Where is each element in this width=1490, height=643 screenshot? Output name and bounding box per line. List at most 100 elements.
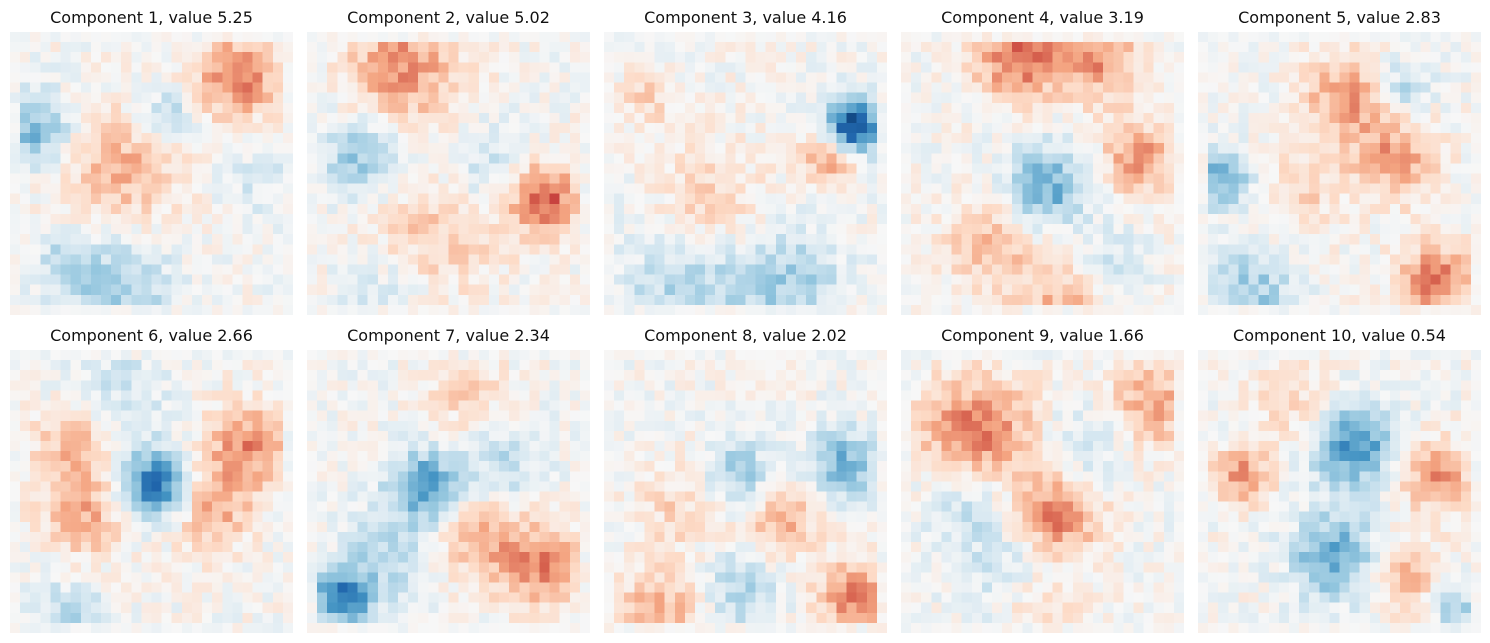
heatmap-cell [367, 370, 379, 381]
heatmap-cell [1258, 102, 1270, 114]
heatmap-cell [327, 244, 338, 255]
heatmap-cell [60, 254, 72, 266]
heatmap-cell [529, 133, 541, 144]
heatmap-cell [1369, 284, 1381, 296]
heatmap-cell [1123, 183, 1135, 195]
heatmap-cell [367, 360, 379, 371]
heatmap-cell [1153, 173, 1165, 185]
heatmap-cell [1022, 42, 1033, 53]
heatmap-cell [1143, 284, 1155, 296]
heatmap-cell [614, 153, 625, 164]
heatmap-cell [1173, 143, 1184, 154]
heatmap-cell [282, 163, 293, 175]
heatmap-cell [1082, 203, 1094, 215]
heatmap-cell [131, 82, 142, 94]
heatmap-cell [367, 72, 379, 84]
heatmap-cell [1052, 82, 1064, 94]
heatmap-cell [614, 52, 625, 63]
heatmap-cell [1173, 234, 1184, 245]
heatmap-cell [121, 602, 132, 614]
heatmap-cell [519, 274, 530, 286]
heatmap-cell [428, 420, 439, 432]
heatmap-cell [408, 133, 419, 144]
heatmap-cell [745, 173, 757, 185]
heatmap-cell [1062, 143, 1074, 154]
heatmap-cell [1072, 304, 1084, 315]
heatmap-cell [1329, 244, 1341, 255]
heatmap-cell [317, 284, 328, 296]
heatmap-cell [876, 153, 887, 164]
heatmap-cell [1319, 112, 1330, 124]
heatmap-cell [282, 521, 293, 533]
heatmap-cell [191, 32, 203, 43]
heatmap-cell [735, 32, 747, 43]
heatmap-cell [20, 92, 31, 104]
heatmap-cell [1278, 112, 1290, 124]
heatmap-cell [806, 122, 817, 134]
heatmap-cell [1228, 143, 1240, 154]
heatmap-cell [100, 350, 112, 361]
heatmap-cell [307, 143, 318, 154]
heatmap-cell [307, 72, 318, 84]
heatmap-cell [408, 203, 419, 215]
heatmap-cell [262, 112, 274, 124]
heatmap-cell [1359, 234, 1371, 245]
heatmap-cell [141, 572, 153, 584]
heatmap-cell [1369, 102, 1381, 114]
heatmap-cell [387, 32, 399, 43]
heatmap-cell [921, 32, 932, 43]
heatmap-cell [202, 471, 213, 482]
heatmap-cell [1288, 193, 1300, 205]
heatmap-cell [272, 304, 284, 315]
heatmap-cell [428, 62, 439, 74]
heatmap-cell [951, 234, 963, 245]
heatmap-cell [765, 133, 777, 144]
heatmap-cell [50, 612, 62, 624]
heatmap-cell [796, 42, 807, 53]
heatmap-cell [1062, 274, 1074, 286]
heatmap-cell [40, 360, 52, 371]
heatmap-cell [327, 380, 338, 392]
heatmap-cell [931, 224, 943, 235]
heatmap-cell [911, 234, 922, 245]
heatmap-cell [171, 440, 183, 452]
heatmap-cell [951, 32, 963, 43]
heatmap-cell [1133, 234, 1145, 245]
heatmap-cell [90, 360, 102, 371]
heatmap-cell [20, 234, 31, 245]
heatmap-cell [569, 102, 581, 114]
heatmap-cell [357, 224, 369, 235]
heatmap-cell [171, 274, 183, 286]
heatmap-cell [654, 52, 666, 63]
heatmap-cell [674, 122, 686, 134]
heatmap-cell [181, 390, 193, 402]
heatmap-cell [307, 52, 318, 63]
heatmap-cell [272, 173, 284, 185]
heatmap-cell [70, 542, 82, 553]
heatmap-cell [282, 213, 293, 225]
heatmap-cell [1420, 133, 1432, 144]
heatmap-cell [1032, 264, 1044, 276]
heatmap-cell [1208, 193, 1219, 205]
heatmap-cell [694, 294, 706, 306]
heatmap-cell [212, 491, 223, 503]
heatmap-cell [816, 42, 827, 53]
heatmap-cell [549, 264, 561, 276]
heatmap-cell [1319, 193, 1330, 205]
heatmap-cell [765, 42, 777, 53]
heatmap-cell [1042, 183, 1054, 195]
heatmap-cell [121, 264, 132, 276]
heatmap-cell [1248, 72, 1260, 84]
heatmap-cell [141, 62, 153, 74]
heatmap-cell [100, 420, 112, 432]
heatmap-cell [674, 234, 686, 245]
heatmap-cell [357, 112, 369, 124]
heatmap-cell [151, 360, 163, 371]
heatmap-cell [1123, 143, 1135, 154]
heatmap-cell [644, 72, 656, 84]
heatmap-cell [1319, 294, 1330, 306]
heatmap-cell [317, 153, 328, 164]
heatmap-cell [644, 264, 656, 276]
heatmap-cell [222, 254, 233, 266]
heatmap-cell [961, 82, 973, 94]
